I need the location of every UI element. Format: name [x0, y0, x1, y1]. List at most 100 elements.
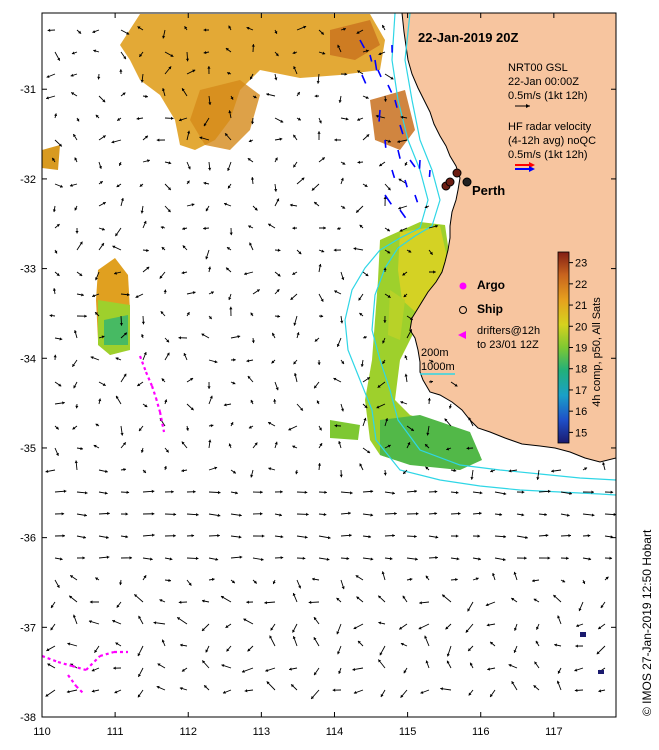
- isobaths: [344, 13, 616, 496]
- current-arrow-head: [456, 557, 460, 561]
- current-arrow-head: [292, 51, 296, 55]
- current-arrow-head: [74, 157, 78, 161]
- current-arrow-head: [340, 320, 344, 324]
- current-arrow-head: [249, 242, 253, 246]
- current-arrow-head: [387, 187, 391, 191]
- current-arrow-head: [230, 422, 234, 426]
- current-arrow-head: [70, 575, 74, 579]
- legend-hf: HF radar velocity (4-12h avg) noQC 0.5m/…: [508, 121, 596, 172]
- current-arrow-head: [88, 620, 92, 624]
- current-arrow-head: [551, 469, 554, 473]
- drifter-track: [67, 674, 77, 687]
- current-arrow-head: [113, 666, 116, 670]
- current-arrow-head: [364, 405, 368, 409]
- current-arrow-head: [95, 114, 99, 118]
- current-arrow-head: [445, 626, 449, 630]
- current-arrow-head: [95, 577, 99, 581]
- legend-200m: 200m: [421, 347, 449, 359]
- legend-hf-line-2: (4-12h avg) noQC: [508, 135, 596, 147]
- current-arrow-head: [54, 113, 58, 117]
- current-arrow-head: [301, 177, 305, 181]
- current-arrow-head: [316, 81, 320, 84]
- current-arrow-head: [346, 556, 350, 561]
- x-tick-label: 115: [399, 726, 417, 738]
- current-arrow-head: [355, 575, 359, 579]
- current-arrow-head: [265, 668, 269, 672]
- current-arrow-head: [313, 617, 317, 621]
- current-arrow-head: [321, 157, 325, 161]
- y-tick-label: -33: [20, 264, 36, 276]
- current-arrow-head: [208, 316, 212, 320]
- current-arrow-head: [291, 684, 295, 688]
- current-arrow-head: [190, 378, 194, 381]
- current-arrow-head: [71, 92, 75, 96]
- current-arrow-head: [532, 579, 535, 583]
- current-arrow-head: [266, 92, 270, 97]
- current-arrow-head: [487, 667, 491, 671]
- current-arrow-head: [364, 184, 368, 187]
- current-arrow-head: [251, 340, 255, 344]
- current-arrow-head: [378, 621, 382, 625]
- current-arrow-head: [337, 44, 341, 48]
- hf-arrow: [374, 59, 378, 71]
- current-arrow-head: [210, 291, 214, 295]
- current-arrow-head: [274, 30, 278, 34]
- current-arrow-head: [566, 556, 569, 560]
- current-arrow-head: [453, 468, 457, 473]
- current-arrow-head: [356, 596, 360, 600]
- current-arrow-head: [74, 207, 78, 211]
- current-arrow-head: [75, 405, 79, 409]
- current-arrow-head: [246, 359, 250, 363]
- current-arrow-head: [241, 669, 245, 673]
- current-arrow-head: [181, 469, 185, 473]
- current-arrow-head: [114, 690, 118, 694]
- current-arrow-head: [404, 373, 408, 377]
- current-arrow-head: [352, 667, 356, 671]
- current-arrow-head: [392, 533, 395, 538]
- legend-gsl-line-3: 0.5m/s (1kt 12h): [508, 90, 587, 102]
- current-arrow-head: [201, 628, 205, 631]
- current-arrow-head: [52, 209, 56, 213]
- current-arrow-head: [420, 690, 424, 694]
- current-arrow-head: [430, 359, 434, 363]
- drifter-track: [71, 664, 87, 672]
- current-arrow-head: [215, 557, 219, 561]
- current-arrow-head: [231, 580, 235, 584]
- current-arrow-head: [186, 312, 190, 316]
- current-arrow-head: [334, 138, 337, 142]
- current-arrow-head: [143, 469, 146, 473]
- current-arrow-head: [52, 288, 57, 291]
- current-arrow-head: [367, 450, 371, 454]
- current-arrow-head: [161, 378, 165, 382]
- current-arrow-head: [320, 31, 324, 35]
- x-tick-label: 112: [179, 726, 197, 738]
- y-tick-label: -38: [20, 712, 36, 724]
- current-arrow-head: [116, 604, 120, 608]
- current-arrow-head: [382, 360, 386, 364]
- current-arrow-head: [308, 600, 312, 604]
- current-arrow-head: [273, 399, 277, 402]
- current-arrow-head: [118, 162, 122, 166]
- current-arrow-head: [508, 664, 512, 667]
- current-arrow-head: [365, 95, 369, 99]
- current-arrow-head: [279, 513, 282, 517]
- legend-ship: Ship: [477, 302, 503, 316]
- current-arrow-head: [419, 601, 422, 605]
- current-arrow-head: [296, 91, 300, 95]
- current-arrow-head: [363, 417, 367, 421]
- hf-arrow: [387, 84, 393, 93]
- current-arrow-head: [106, 555, 110, 559]
- current-arrow-head: [574, 668, 578, 672]
- current-arrow-head: [66, 690, 70, 694]
- current-arrow-head: [114, 271, 117, 275]
- current-arrow-head: [336, 597, 340, 601]
- current-arrow-head: [409, 317, 413, 320]
- current-arrow-head: [163, 465, 167, 469]
- current-arrow-head: [557, 615, 561, 619]
- map-title: 22-Jan-2019 20Z: [418, 30, 519, 45]
- current-arrow-head: [207, 66, 211, 69]
- current-arrow-head: [293, 66, 297, 70]
- current-arrow-head: [426, 432, 430, 436]
- current-arrow-head: [201, 333, 205, 337]
- current-arrow-head: [333, 248, 337, 252]
